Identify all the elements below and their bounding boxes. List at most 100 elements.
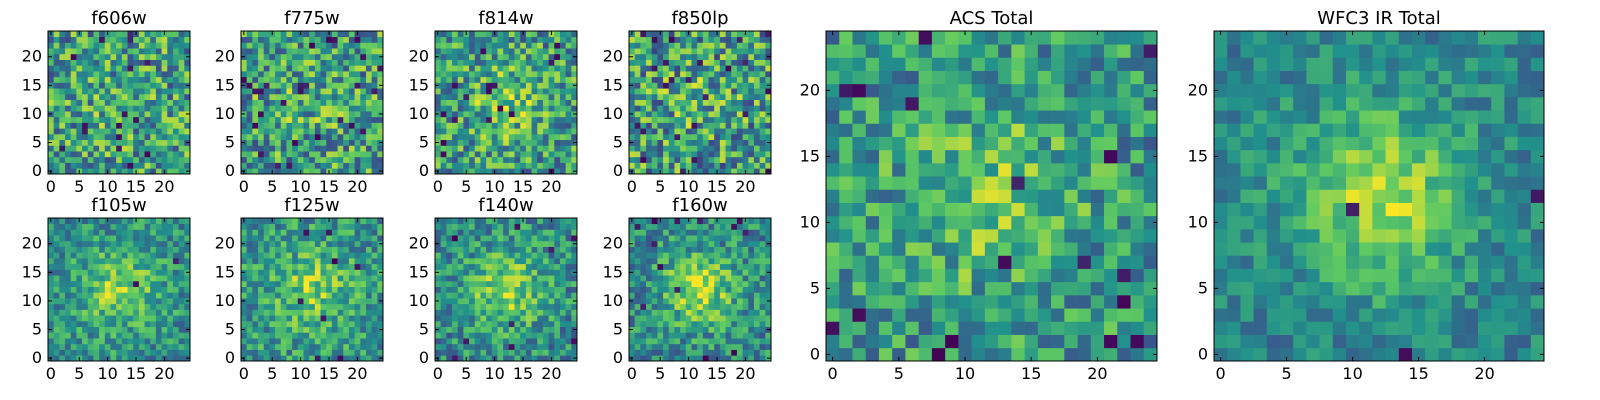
heatmap-cell — [657, 298, 664, 305]
heatmap-cell — [663, 99, 670, 106]
heatmap-cell — [82, 65, 89, 72]
heatmap-cell — [76, 128, 83, 135]
heatmap-cell — [554, 31, 561, 38]
heatmap-cell — [657, 280, 664, 287]
heatmap-cell — [167, 303, 174, 310]
heatmap-cell — [491, 139, 498, 146]
heatmap-cell — [542, 235, 549, 242]
heatmap-cell — [292, 36, 299, 43]
heatmap-cell — [503, 31, 510, 38]
heatmap-cell — [646, 59, 653, 66]
heatmap-cell — [99, 292, 106, 299]
heatmap-cell — [646, 292, 653, 299]
heatmap-cell — [178, 31, 185, 38]
heatmap-cell — [565, 156, 572, 163]
heatmap-cell — [629, 88, 636, 95]
heatmap-cell — [53, 36, 60, 43]
heatmap-cell — [286, 258, 293, 265]
heatmap-cell — [360, 162, 367, 169]
heatmap-cell — [520, 235, 527, 242]
heatmap-cell — [59, 139, 66, 146]
heatmap-cell — [314, 240, 321, 247]
heatmap-cell — [314, 65, 321, 72]
heatmap-cell — [138, 151, 145, 158]
heatmap-cell — [514, 240, 521, 247]
heatmap-cell — [292, 122, 299, 129]
heatmap-cell — [314, 88, 321, 95]
heatmap-cell — [354, 343, 361, 350]
heatmap-cell — [331, 292, 338, 299]
heatmap-cell — [99, 82, 106, 89]
heatmap-cell — [337, 240, 344, 247]
heatmap-cell — [258, 133, 265, 141]
heatmap-cell — [674, 275, 681, 282]
heatmap-cell — [144, 93, 151, 100]
heatmap-cell — [241, 235, 248, 242]
heatmap-cell — [155, 280, 162, 287]
heatmap-cell — [525, 116, 532, 123]
heatmap-cell — [93, 320, 100, 328]
heatmap-cell — [70, 298, 77, 305]
heatmap-cell — [435, 36, 442, 43]
heatmap-cell — [565, 280, 572, 287]
heatmap-cell — [463, 145, 470, 152]
heatmap-cell — [348, 48, 355, 55]
heatmap-cell — [127, 269, 134, 276]
heatmap-cell — [452, 116, 459, 123]
heatmap-cell — [343, 338, 350, 345]
heatmap-cell — [531, 303, 538, 310]
heatmap-cell — [258, 269, 265, 276]
heatmap-cell — [365, 246, 372, 253]
heatmap-cell — [286, 309, 293, 316]
heatmap-cell — [731, 168, 738, 175]
heatmap-cell — [178, 65, 185, 72]
heatmap-cell — [93, 116, 100, 123]
heatmap-cell — [520, 338, 527, 345]
heatmap-cell — [571, 31, 578, 38]
heatmap-cell — [280, 139, 287, 146]
heatmap-cell — [463, 275, 470, 282]
heatmap-cell — [104, 122, 111, 129]
heatmap-cell — [503, 93, 510, 100]
heatmap-cell — [263, 133, 270, 141]
heatmap-cell — [59, 326, 66, 333]
heatmap-cell — [184, 88, 191, 95]
heatmap-cell — [565, 246, 572, 253]
heatmap-cell — [320, 223, 327, 230]
heatmap-cell — [571, 162, 578, 169]
heatmap-cell — [292, 145, 299, 152]
heatmap-cell — [99, 162, 106, 169]
heatmap-cell — [537, 31, 544, 38]
heatmap-cell — [258, 258, 265, 265]
heatmap-cell — [246, 355, 253, 362]
heatmap-cell — [474, 286, 481, 293]
heatmap-cell — [508, 229, 515, 236]
heatmap-cell — [525, 162, 532, 169]
heatmap-cell — [150, 71, 157, 78]
heatmap-cell — [121, 240, 128, 247]
heatmap-cell — [167, 128, 174, 135]
heatmap-cell — [486, 229, 493, 236]
heatmap-cell — [702, 151, 709, 158]
heatmap-cell — [748, 145, 755, 152]
heatmap-cell — [252, 128, 259, 135]
heatmap-cell — [269, 65, 276, 72]
heatmap-cell — [297, 338, 304, 345]
heatmap-cell — [685, 93, 692, 100]
heatmap-cell — [537, 133, 544, 141]
heatmap-cell — [571, 36, 578, 43]
heatmap-cell — [167, 349, 174, 356]
heatmap-cell — [714, 303, 721, 310]
heatmap-cell — [303, 240, 310, 247]
heatmap-cell — [514, 76, 521, 83]
heatmap-cell — [70, 139, 77, 146]
heatmap-cell — [440, 355, 447, 362]
heatmap-cell — [542, 263, 549, 270]
heatmap-cell — [697, 53, 704, 60]
heatmap-cell — [309, 315, 316, 322]
heatmap-cell — [457, 105, 464, 112]
heatmap-cell — [178, 338, 185, 345]
heatmap-cell — [691, 315, 698, 322]
heatmap-cell — [514, 309, 521, 316]
